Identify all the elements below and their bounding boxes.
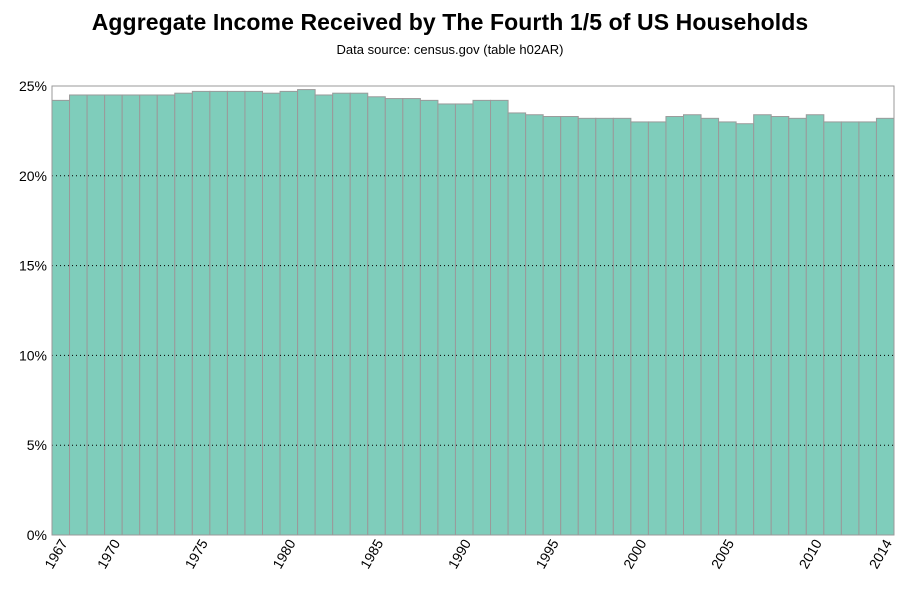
bar-1977	[226, 90, 246, 536]
bar-2001	[647, 121, 667, 536]
bar-2013	[858, 121, 877, 536]
bar-1975	[191, 90, 211, 536]
y-tick-label: 10%	[19, 347, 47, 363]
bar-2012	[840, 121, 860, 536]
x-tick-label: 1990	[445, 536, 475, 571]
chart-subtitle: Data source: census.gov (table h02AR)	[336, 42, 564, 57]
bar-1986	[384, 98, 404, 536]
bar-1967	[51, 99, 71, 536]
y-tick-label: 5%	[27, 437, 47, 453]
bar-2006	[735, 123, 755, 536]
bar-1999	[612, 117, 632, 536]
x-tick-label: 1975	[181, 536, 211, 571]
bar-2000	[630, 121, 649, 536]
x-tick-label: 1980	[269, 536, 299, 571]
bar-1985	[367, 96, 386, 536]
bar-1998	[595, 117, 614, 536]
bar-2010	[805, 114, 825, 536]
bar-1970	[104, 94, 123, 536]
bar-1984	[349, 92, 369, 536]
bar-2005	[718, 121, 737, 536]
bar-2009	[788, 117, 807, 536]
bar-1989	[437, 103, 456, 536]
bar-1974	[174, 92, 193, 536]
bar-1973	[156, 94, 176, 536]
y-axis: 0% 5% 10% 15% 20% 25%	[19, 78, 47, 543]
bar-2004	[700, 117, 720, 536]
plot-frame	[51, 85, 895, 536]
x-axis: 1967 1970 1975 1980 1985 1990 1995 2000 2005 2010…	[41, 536, 895, 571]
x-tick-label: 1970	[94, 536, 124, 571]
bar-1996	[560, 116, 579, 536]
x-tick-label: 2010	[795, 536, 825, 571]
bar-1981	[297, 89, 316, 536]
bar-2014	[875, 117, 895, 536]
x-tick-label: 1995	[532, 536, 562, 571]
y-tick-label: 0%	[27, 527, 47, 543]
bar-1976	[209, 90, 228, 536]
y-tick-label: 20%	[19, 168, 47, 184]
gridlines-overlay	[52, 175, 894, 446]
bar-1990	[454, 103, 474, 536]
bar-1991	[472, 99, 492, 536]
y-tick-label: 15%	[19, 258, 47, 274]
bar-1972	[139, 94, 158, 536]
bar-1988	[419, 99, 439, 536]
bar-2002	[665, 116, 684, 536]
chart-title: Aggregate Income Received by The Fourth …	[91, 9, 809, 35]
x-tick-label: 2005	[708, 536, 738, 571]
bar-1979	[262, 92, 281, 536]
bars	[51, 89, 895, 536]
bar-1971	[121, 94, 141, 536]
bar-2007	[753, 114, 772, 536]
bar-1969	[86, 94, 106, 536]
bar-2008	[770, 116, 790, 536]
bar-1994	[525, 114, 544, 536]
bar-1978	[244, 90, 263, 536]
y-tick-label: 25%	[19, 78, 47, 94]
bar-1980	[279, 90, 299, 536]
bar-2003	[683, 114, 702, 536]
bar-1982	[314, 94, 334, 536]
x-tick-label: 1985	[357, 536, 387, 571]
bar-1987	[402, 98, 421, 536]
bar-2011	[823, 121, 842, 536]
x-tick-label: 2014	[866, 536, 896, 571]
x-tick-label: 2000	[620, 536, 650, 571]
bar-1995	[542, 116, 562, 536]
bar-1992	[490, 99, 509, 536]
bar-1997	[577, 117, 597, 536]
bar-1968	[69, 94, 88, 536]
bar-1983	[332, 92, 351, 536]
